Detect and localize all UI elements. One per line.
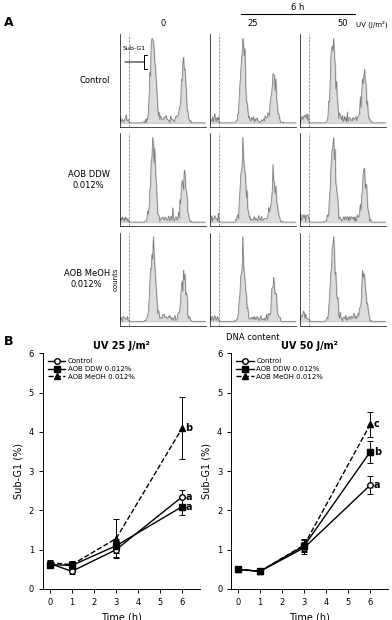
Title: UV 25 J/m²: UV 25 J/m² xyxy=(93,341,150,352)
Y-axis label: Sub-G1 (%): Sub-G1 (%) xyxy=(13,443,23,499)
Legend: Control, AOB DDW 0.012%, AOB MeOH 0.012%: Control, AOB DDW 0.012%, AOB MeOH 0.012% xyxy=(235,357,325,381)
Text: 25: 25 xyxy=(248,19,258,28)
Text: b: b xyxy=(185,423,193,433)
Text: AOB MeOH
0.012%: AOB MeOH 0.012% xyxy=(64,269,110,289)
Text: B: B xyxy=(4,335,13,348)
Text: 50: 50 xyxy=(338,19,348,28)
Y-axis label: counts: counts xyxy=(112,267,118,291)
X-axis label: Time (h): Time (h) xyxy=(101,613,142,620)
Legend: Control, AOB DDW 0.012%, AOB MeOH 0.012%: Control, AOB DDW 0.012%, AOB MeOH 0.012% xyxy=(47,357,136,381)
Text: DNA content: DNA content xyxy=(226,333,279,342)
Text: A: A xyxy=(4,16,14,29)
X-axis label: Time (h): Time (h) xyxy=(289,613,330,620)
Text: 6 h: 6 h xyxy=(291,3,305,12)
Text: Control: Control xyxy=(79,76,110,85)
Text: Sub-G1: Sub-G1 xyxy=(122,46,145,51)
Text: 0: 0 xyxy=(160,19,165,28)
Text: a: a xyxy=(185,502,192,512)
Text: a: a xyxy=(185,492,192,502)
Y-axis label: Sub-G1 (%): Sub-G1 (%) xyxy=(201,443,211,499)
Text: a: a xyxy=(374,480,380,490)
Text: b: b xyxy=(374,446,381,456)
Text: AOB DDW
0.012%: AOB DDW 0.012% xyxy=(68,170,110,190)
Text: UV (J/m²): UV (J/m²) xyxy=(356,20,388,28)
Text: c: c xyxy=(374,419,379,429)
Title: UV 50 J/m²: UV 50 J/m² xyxy=(281,341,338,352)
